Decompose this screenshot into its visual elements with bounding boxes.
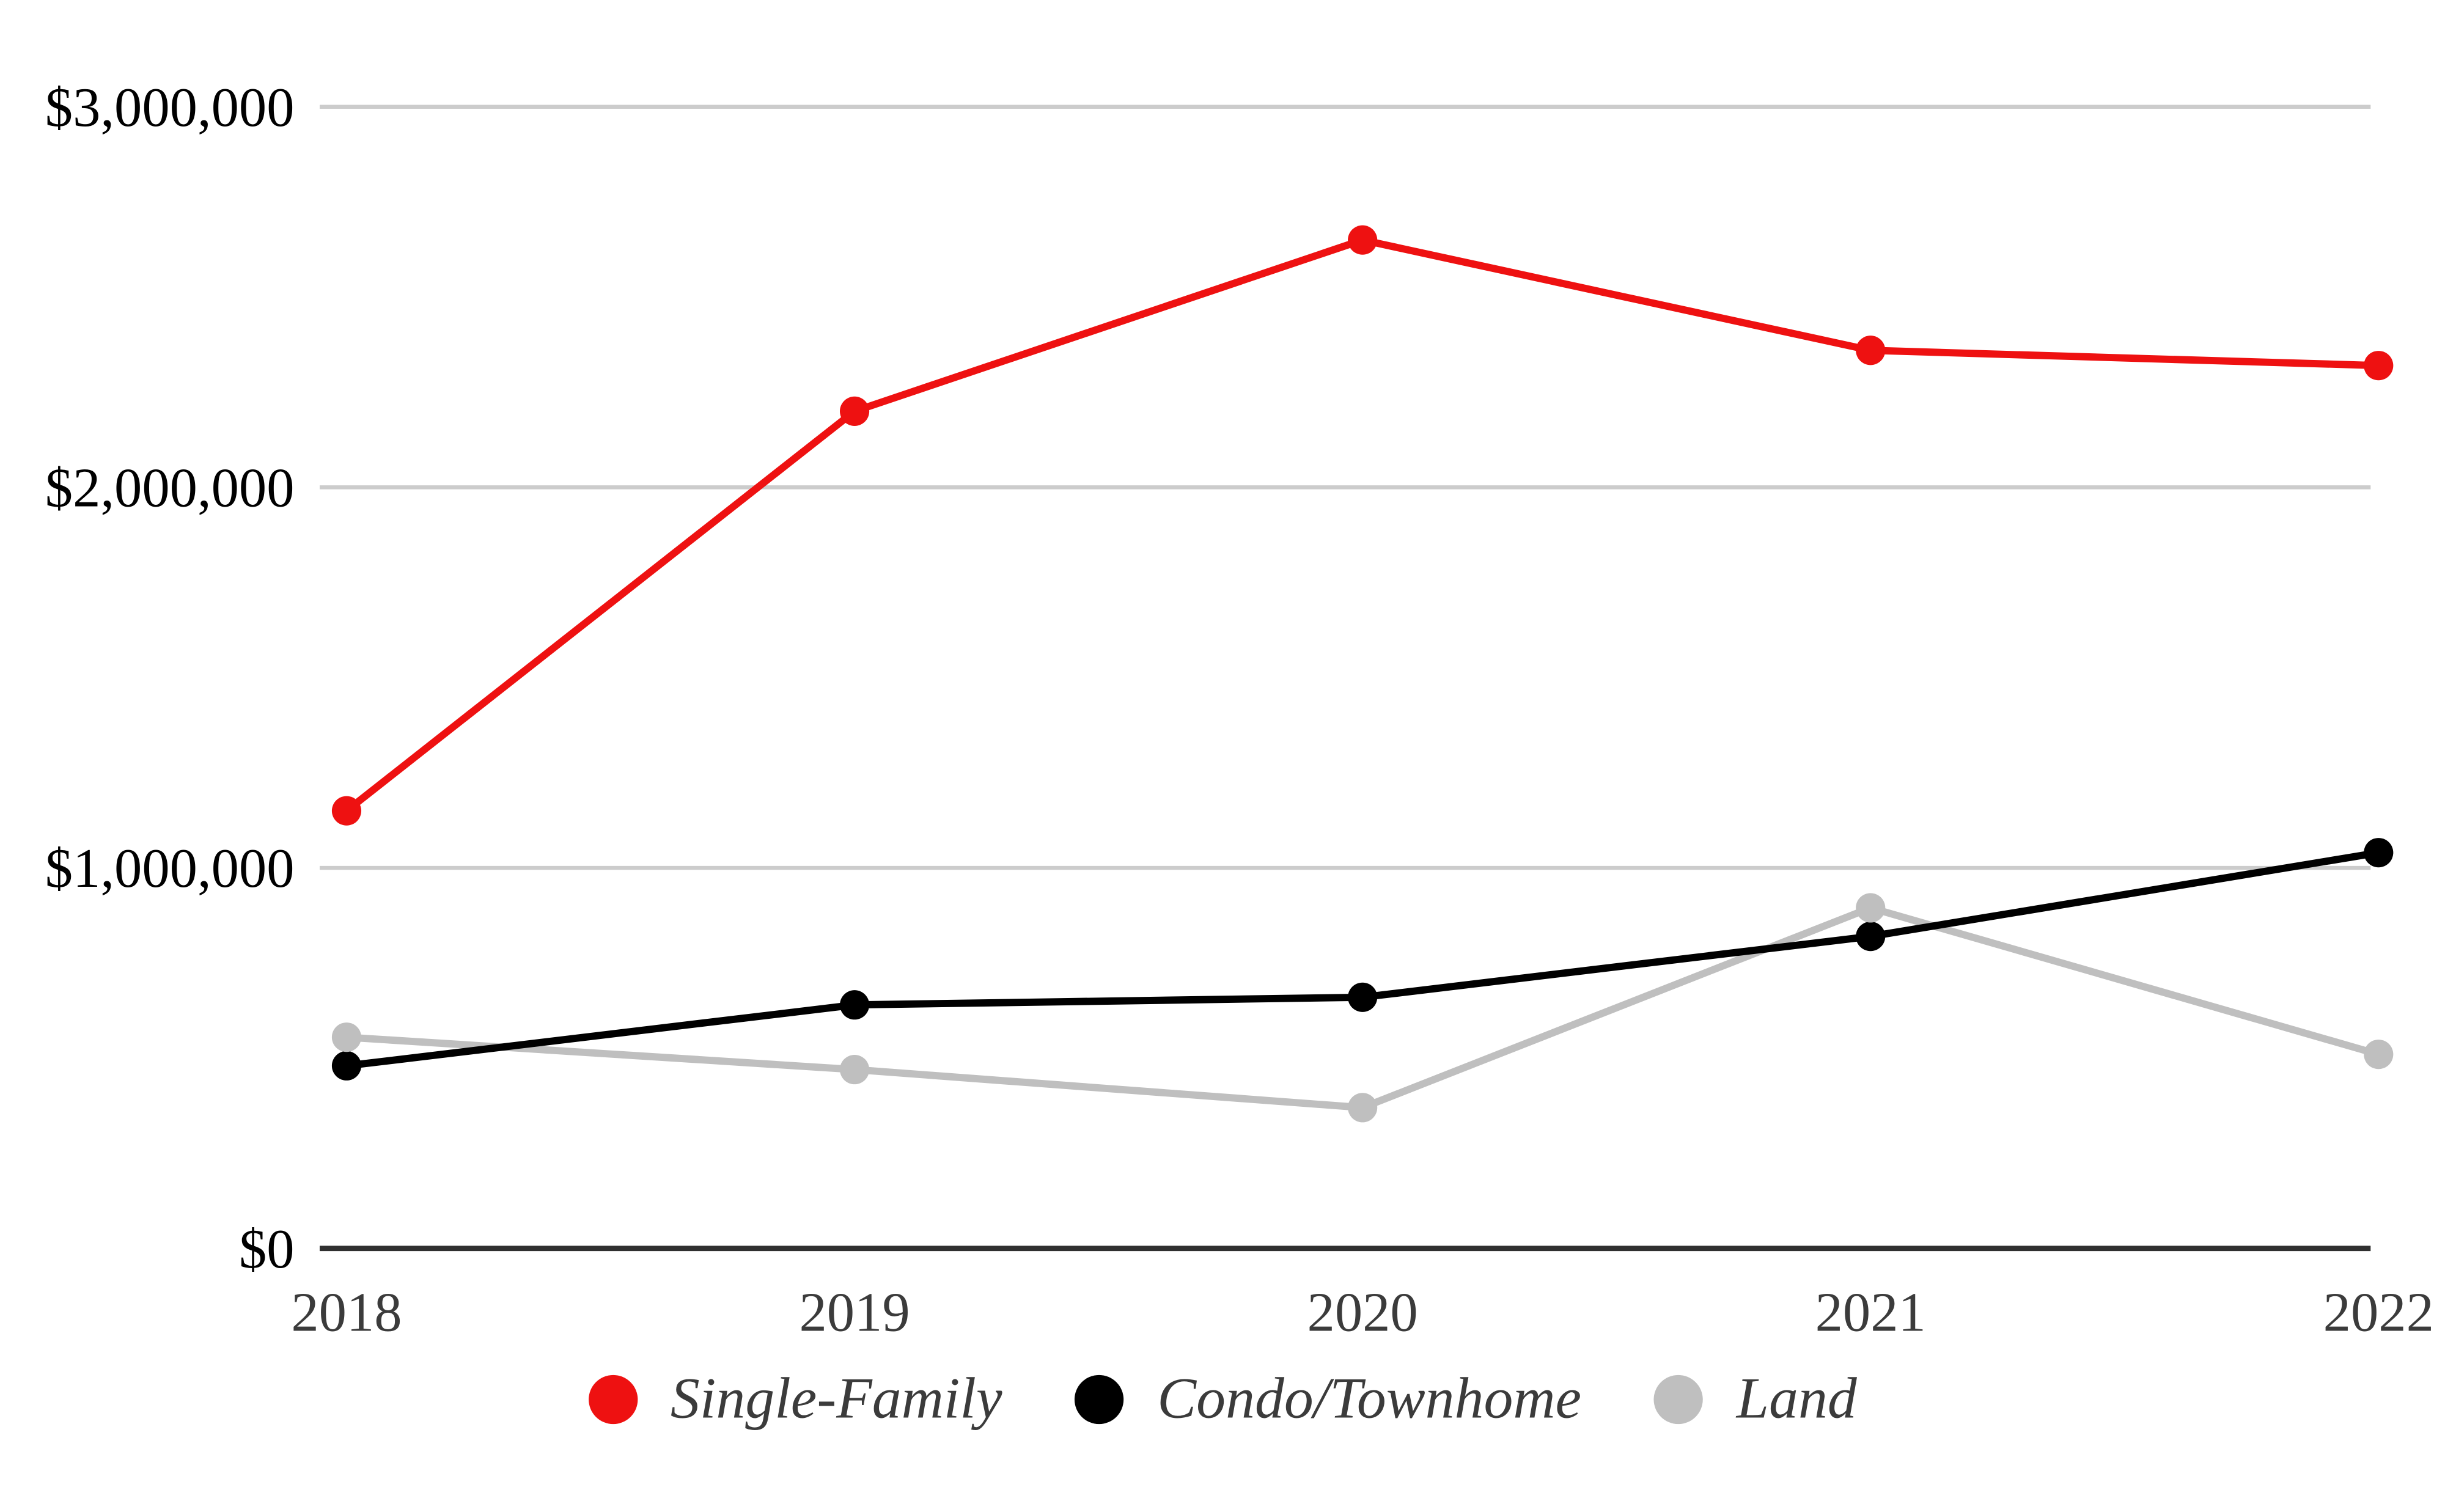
data-point-condo-townhome-2021 — [1856, 922, 1886, 952]
y-axis-tick-label: $3,000,000 — [45, 76, 295, 138]
data-point-land-2021 — [1856, 893, 1886, 923]
data-point-land-2018 — [331, 1022, 362, 1052]
data-point-condo-townhome-2020 — [1348, 982, 1378, 1012]
x-axis-tick-label: 2019 — [799, 1281, 910, 1343]
data-point-land-2022 — [2364, 1040, 2394, 1070]
data-point-single-family-2022 — [2364, 351, 2394, 381]
x-axis-tick-label: 2018 — [291, 1281, 402, 1343]
data-point-condo-townhome-2019 — [839, 990, 870, 1020]
legend-label-condo-townhome: Condo/Townhome — [1157, 1367, 1582, 1433]
data-point-single-family-2019 — [839, 396, 870, 426]
y-axis-tick-label: $2,000,000 — [45, 457, 295, 518]
legend-marker-land-icon — [1654, 1374, 1704, 1425]
y-axis-tick-label: $0 — [239, 1218, 295, 1280]
legend-marker-single-family-icon — [588, 1374, 638, 1425]
legend-item-condo-townhome: Condo/Townhome — [1075, 1365, 1581, 1433]
data-point-condo-townhome-2022 — [2364, 838, 2394, 868]
series-line-condo-townhome — [343, 849, 2383, 1070]
legend-item-single-family: Single-Family — [588, 1365, 1002, 1433]
x-axis-tick-label: 2021 — [1815, 1281, 1926, 1343]
legend-label-single-family: Single-Family — [670, 1367, 1002, 1433]
data-point-land-2019 — [839, 1054, 870, 1085]
chart-legend: Single-Family Condo/Townhome Land — [0, 1365, 2445, 1433]
x-axis-tick-label: 2022 — [2323, 1281, 2434, 1343]
data-point-single-family-2021 — [1856, 336, 1886, 365]
data-point-condo-townhome-2018 — [331, 1051, 362, 1081]
legend-marker-condo-townhome-icon — [1075, 1374, 1124, 1425]
y-axis-tick-label: $1,000,000 — [45, 837, 295, 899]
data-point-single-family-2020 — [1348, 225, 1378, 255]
legend-label-land: Land — [1736, 1367, 1857, 1433]
x-axis-tick-label: 2020 — [1307, 1281, 1418, 1343]
legend-item-land: Land — [1654, 1365, 1857, 1433]
series-line-single-family — [343, 236, 2383, 815]
data-point-single-family-2018 — [331, 796, 362, 826]
data-point-land-2020 — [1348, 1093, 1378, 1123]
